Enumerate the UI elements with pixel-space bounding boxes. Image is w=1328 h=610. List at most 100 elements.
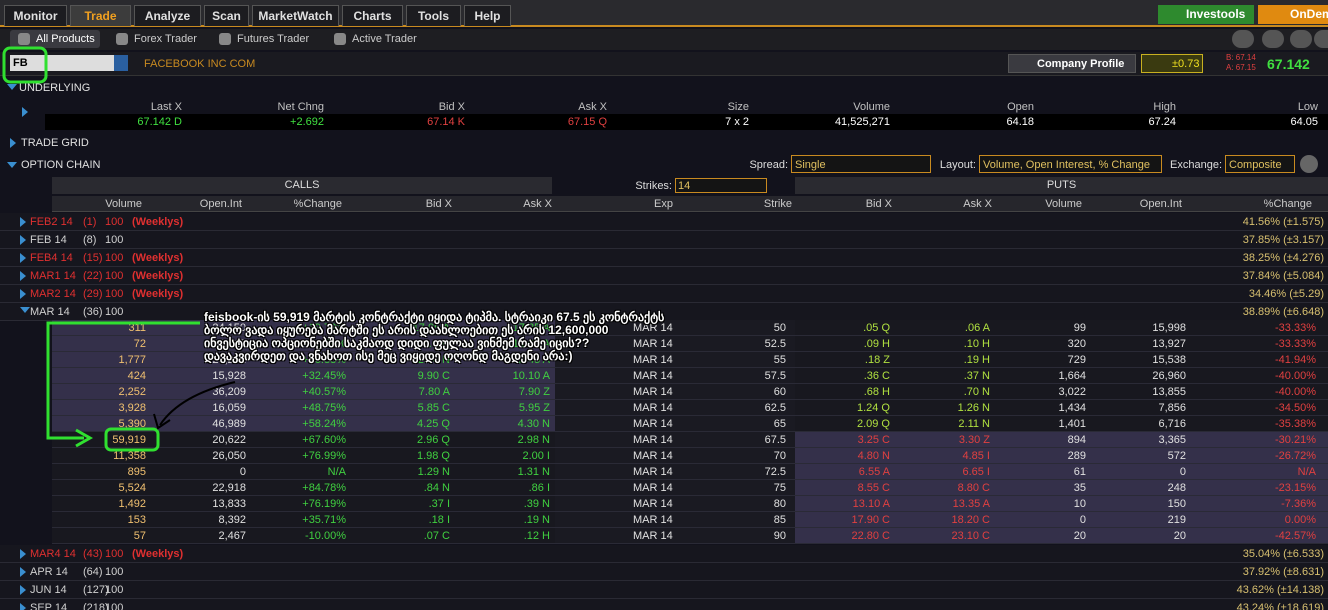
column-header: Bid X [865, 198, 892, 210]
option-cell: 13.35 A [952, 498, 990, 510]
expand-arrow[interactable] [7, 162, 17, 168]
option-cell: 8.55 C [857, 482, 890, 494]
subtab[interactable]: Forex Trader [134, 33, 197, 45]
tab[interactable]: Trade [70, 5, 131, 26]
expiration-row[interactable] [0, 545, 1328, 563]
expand-arrow[interactable] [7, 84, 17, 90]
expiration-row[interactable] [0, 581, 1328, 599]
tab[interactable]: Monitor [4, 5, 67, 26]
mid-row-bg [555, 528, 795, 544]
expand-arrow[interactable] [20, 217, 26, 227]
tab[interactable]: Scan [204, 5, 249, 26]
expiration-multiplier: 100 [105, 602, 124, 610]
option-cell: .06 A [964, 322, 990, 334]
expiration-tag: (Weeklys) [132, 270, 184, 282]
option-cell: 5.95 Z [518, 402, 550, 414]
option-cell: 17.35 A [512, 322, 550, 334]
option-cell: 52.5 [764, 338, 786, 350]
option-cell: 13.10 A [852, 498, 890, 510]
expand-arrow[interactable] [20, 253, 26, 263]
subtab-icon [219, 33, 231, 45]
option-cell: 26,960 [1152, 370, 1186, 382]
option-cell: 65 [773, 418, 786, 430]
option-cell: -34.50% [1275, 402, 1316, 414]
round-button[interactable] [1300, 155, 1318, 173]
option-cell: +26.83% [302, 354, 346, 366]
expand-arrow[interactable] [10, 138, 16, 148]
option-cell: 7,856 [1158, 402, 1186, 414]
expiration-label: MAR 14 [30, 306, 70, 318]
expand-arrow[interactable] [20, 289, 26, 299]
expand-arrow[interactable] [22, 107, 28, 117]
expiration-row[interactable] [0, 563, 1328, 581]
underlying-value: 7 x 2 [725, 116, 749, 128]
option-cell: 8,392 [218, 514, 246, 526]
dropdown[interactable]: Volume, Open Interest, % Change [979, 155, 1162, 173]
annotation-arrowhead [153, 413, 171, 430]
expand-arrow[interactable] [20, 549, 26, 559]
option-cell: .05 Q [863, 322, 890, 334]
underlying-value: 64.18 [1006, 116, 1034, 128]
column-header: Strike [763, 198, 792, 210]
company-profile-button[interactable]: Company Profile [1008, 54, 1136, 73]
tool-button[interactable] [1290, 30, 1312, 48]
tab[interactable]: Tools [406, 5, 461, 26]
put-row-bg [795, 320, 1328, 336]
option-cell: 2.98 N [517, 434, 550, 446]
annotation-text: feisbook-ის 59,919 მარტის კონტრაქტი იყიდ… [204, 310, 665, 363]
tool-button[interactable] [1232, 30, 1254, 48]
subtab[interactable]: Futures Trader [237, 33, 310, 45]
tool-button[interactable] [1314, 30, 1328, 48]
expiration-row[interactable] [0, 599, 1328, 610]
column-header-bar [52, 196, 1328, 212]
put-row-bg [795, 384, 1328, 400]
subtab[interactable]: All Products [36, 33, 95, 45]
expand-arrow[interactable] [20, 271, 26, 281]
underlying-value: +2.692 [290, 116, 324, 128]
highlight-box [104, 427, 160, 452]
expiration-row[interactable] [0, 231, 1328, 249]
symbol-input[interactable]: FB [10, 55, 114, 71]
expiration-row[interactable] [0, 213, 1328, 231]
expiration-row[interactable] [0, 267, 1328, 285]
call-row-bg [52, 432, 555, 448]
option-cell: 5,524 [118, 482, 146, 494]
expiration-days: (64) [83, 566, 103, 578]
mid-row-bg [555, 448, 795, 464]
dropdown[interactable]: Single [791, 155, 931, 173]
mid-row-bg [555, 368, 795, 384]
tab[interactable]: Help [464, 5, 511, 26]
option-cell: .19 N [523, 514, 550, 526]
column-header: Open [1007, 101, 1034, 113]
option-cell: -33.33% [1275, 338, 1316, 350]
underlying-value: 67.142 D [137, 116, 182, 128]
expand-arrow[interactable] [20, 603, 26, 610]
expiration-row[interactable] [0, 285, 1328, 303]
symbol-dropdown[interactable] [114, 55, 128, 71]
subtab[interactable]: Active Trader [352, 33, 417, 45]
expiration-row[interactable] [0, 249, 1328, 267]
expand-arrow[interactable] [20, 567, 26, 577]
expand-arrow[interactable] [20, 235, 26, 245]
mid-row-bg [555, 496, 795, 512]
tool-button[interactable] [1262, 30, 1284, 48]
ondemand-button[interactable]: OnDem [1258, 5, 1328, 24]
tab[interactable]: Charts [342, 5, 403, 26]
column-header: Ask X [963, 198, 992, 210]
dropdown[interactable]: Composite [1225, 155, 1295, 173]
option-cell: 7.80 A [418, 386, 450, 398]
option-cell: MAR 14 [633, 514, 673, 526]
option-cell: 219 [1167, 514, 1186, 526]
option-cell: N/A [1297, 466, 1316, 478]
dropdown[interactable]: 14 [675, 178, 767, 193]
tab[interactable]: MarketWatch [252, 5, 339, 26]
tab[interactable]: Analyze [134, 5, 201, 26]
expiration-multiplier: 100 [105, 584, 124, 596]
expand-arrow[interactable] [20, 585, 26, 595]
investools-button[interactable]: Investools [1158, 5, 1254, 24]
expand-arrow[interactable] [20, 307, 30, 313]
column-header: Net Chng [277, 101, 324, 113]
column-header: Volume [105, 198, 142, 210]
implied-volatility: 37.92% (±8.631) [1242, 566, 1324, 578]
option-cell: 23,252 [212, 354, 246, 366]
